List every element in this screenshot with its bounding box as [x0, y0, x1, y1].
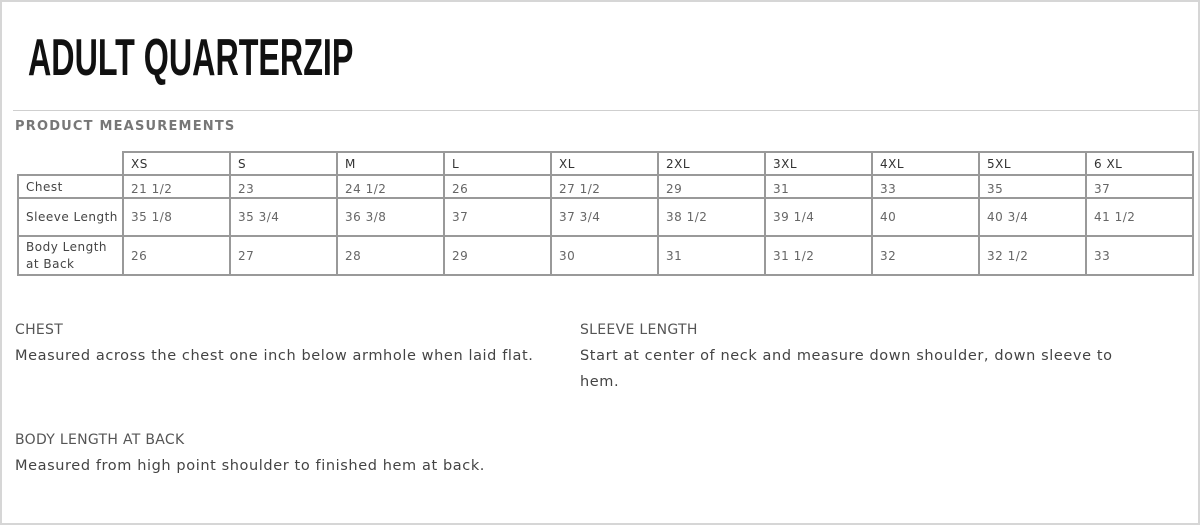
size-header: 6 XL: [1085, 151, 1194, 176]
table-row: Body Length at Back 26 27 28 29 30 31 31 1/2 32 3…: [17, 235, 1194, 276]
page-title: ADULT QUARTERZIP: [28, 29, 354, 87]
sleeve-heading: SLEEVE LENGTH: [580, 322, 698, 338]
measurement-cell: 26: [122, 235, 231, 276]
measurement-cell: 39 1/4: [764, 197, 873, 237]
measurement-cell: 38 1/2: [657, 197, 766, 237]
measurement-cell: 37: [1085, 174, 1194, 199]
size-header: M: [336, 151, 445, 176]
measurement-cell: 26: [443, 174, 552, 199]
measurement-cell: 31 1/2: [764, 235, 873, 276]
measurement-cell: 33: [871, 174, 980, 199]
size-header: XL: [550, 151, 659, 176]
measurement-cell: 29: [657, 174, 766, 199]
corner-cell: [18, 152, 124, 176]
measurement-cell: 33: [1085, 235, 1194, 276]
table-row: Sleeve Length 35 1/8 35 3/4 36 3/8 37 37 3/4 3…: [17, 197, 1194, 237]
table-row: Chest 21 1/2 23 24 1/2 26 27 1/2 29 31 33 35 37: [17, 174, 1194, 199]
measurement-cell: 24 1/2: [336, 174, 445, 199]
measurement-cell: 35 3/4: [229, 197, 338, 237]
measurement-cell: 28: [336, 235, 445, 276]
measurement-cell: 27: [229, 235, 338, 276]
measurement-cell: 40 3/4: [978, 197, 1087, 237]
chest-heading: CHEST: [15, 322, 64, 338]
body-description: Measured from high point shoulder to fin…: [15, 458, 486, 474]
size-header: 2XL: [657, 151, 766, 176]
measurement-cell: 31: [657, 235, 766, 276]
divider: [13, 110, 1200, 111]
chest-description: Measured across the chest one inch below…: [15, 348, 534, 364]
size-header: XS: [122, 151, 231, 176]
measurement-cell: 35 1/8: [122, 197, 231, 237]
sleeve-description: Start at center of neck and measure down…: [580, 348, 1113, 390]
size-header: S: [229, 151, 338, 176]
size-header: 3XL: [764, 151, 873, 176]
body-heading: BODY LENGTH AT BACK: [15, 432, 185, 448]
measurement-cell: 27 1/2: [550, 174, 659, 199]
measurement-cell: 31: [764, 174, 873, 199]
measurement-cell: 36 3/8: [336, 197, 445, 237]
measurement-cell: 37 3/4: [550, 197, 659, 237]
measurement-cell: 41 1/2: [1085, 197, 1194, 237]
measurement-cell: 29: [443, 235, 552, 276]
section-label: PRODUCT MEASUREMENTS: [15, 119, 236, 134]
measurement-cell: 32: [871, 235, 980, 276]
measurement-cell: 23: [229, 174, 338, 199]
row-label: Body Length at Back: [17, 235, 124, 276]
measurement-cell: 30: [550, 235, 659, 276]
size-header: 4XL: [871, 151, 980, 176]
measurement-cell: 21 1/2: [122, 174, 231, 199]
measurement-cell: 32 1/2: [978, 235, 1087, 276]
header-row: XS S M L XL 2XL 3XL 4XL 5XL 6 XL: [18, 151, 1194, 176]
size-header: 5XL: [978, 151, 1087, 176]
size-header: L: [443, 151, 552, 176]
row-label: Chest: [17, 174, 124, 199]
measurement-cell: 35: [978, 174, 1087, 199]
row-label: Sleeve Length: [17, 197, 124, 237]
measurement-cell: 37: [443, 197, 552, 237]
measurement-cell: 40: [871, 197, 980, 237]
measurements-table: XS S M L XL 2XL 3XL 4XL 5XL 6 XL Chest 21 1/2 23 24 1…: [17, 151, 1194, 276]
